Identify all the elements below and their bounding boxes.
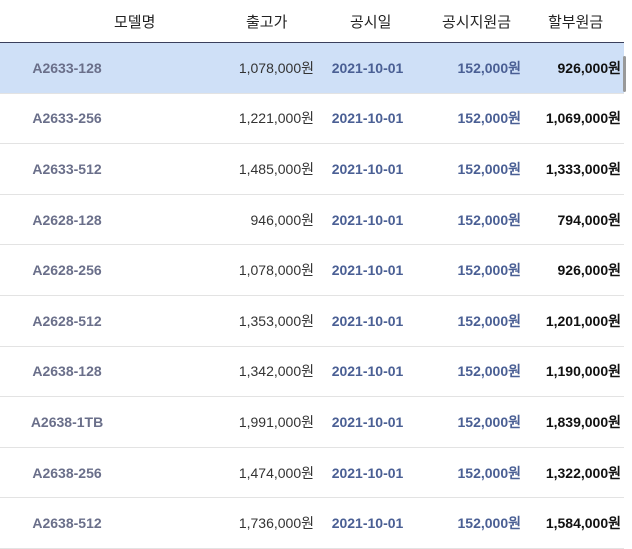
cell-price: 1,078,000원 <box>238 59 314 76</box>
table-row[interactable]: A2633-512 1,485,000원 2021-10-01 152,000원… <box>0 144 624 195</box>
cell-installment: 1,839,000원 <box>545 413 621 430</box>
cell-date: 2021-10-01 <box>331 110 404 127</box>
cell-installment: 926,000원 <box>557 59 622 76</box>
table-row[interactable]: A2628-256 1,078,000원 2021-10-01 152,000원… <box>0 245 624 296</box>
table-row[interactable]: A2633-256 1,221,000원 2021-10-01 152,000원… <box>0 94 624 145</box>
cell-model: A2638-512 <box>32 515 102 532</box>
cell-model: A2638-256 <box>32 464 102 481</box>
cell-subsidy: 152,000원 <box>457 464 522 481</box>
cell-model: A2628-512 <box>32 312 102 329</box>
cell-date: 2021-10-01 <box>331 262 404 279</box>
header-subsidy[interactable]: 공시지원금 <box>442 14 512 31</box>
cell-date: 2021-10-01 <box>331 464 404 481</box>
cell-date: 2021-10-01 <box>331 59 404 76</box>
cell-date: 2021-10-01 <box>331 160 404 177</box>
cell-model: A2638-1TB <box>30 413 104 430</box>
cell-price: 1,991,000원 <box>238 413 314 430</box>
cell-price: 1,736,000원 <box>238 515 314 532</box>
header-announce-date[interactable]: 공시일 <box>350 14 392 31</box>
cell-model: A2633-512 <box>32 160 102 177</box>
cell-model: A2633-128 <box>32 59 102 76</box>
cell-price: 1,353,000원 <box>238 312 314 329</box>
cell-model: A2638-128 <box>32 363 102 380</box>
header-model[interactable]: 모델명 <box>114 14 156 31</box>
table-row[interactable]: A2638-256 1,474,000원 2021-10-01 152,000원… <box>0 448 624 499</box>
cell-installment: 1,201,000원 <box>545 312 621 329</box>
cell-installment: 1,190,000원 <box>545 363 621 380</box>
cell-installment: 1,322,000원 <box>545 464 621 481</box>
cell-subsidy: 152,000원 <box>457 363 522 380</box>
cell-subsidy: 152,000원 <box>457 515 522 532</box>
cell-price: 1,474,000원 <box>238 464 314 481</box>
cell-date: 2021-10-01 <box>331 312 404 329</box>
cell-price: 1,221,000원 <box>238 110 314 127</box>
cell-installment: 794,000원 <box>557 211 622 228</box>
table-row[interactable]: A2638-1TB 1,991,000원 2021-10-01 152,000원… <box>0 397 624 448</box>
cell-subsidy: 152,000원 <box>457 160 522 177</box>
table-row[interactable]: A2628-512 1,353,000원 2021-10-01 152,000원… <box>0 296 624 347</box>
cell-installment: 1,584,000원 <box>545 515 621 532</box>
cell-subsidy: 152,000원 <box>457 413 522 430</box>
cell-model: A2633-256 <box>32 110 102 127</box>
cell-price: 1,342,000원 <box>238 363 314 380</box>
cell-subsidy: 152,000원 <box>457 211 522 228</box>
cell-date: 2021-10-01 <box>331 413 404 430</box>
header-release-price[interactable]: 출고가 <box>246 14 288 31</box>
table-row[interactable]: A2633-128 1,078,000원 2021-10-01 152,000원… <box>0 43 624 94</box>
cell-installment: 1,069,000원 <box>545 110 621 127</box>
cell-price: 1,078,000원 <box>238 262 314 279</box>
cell-subsidy: 152,000원 <box>457 312 522 329</box>
cell-date: 2021-10-01 <box>331 515 404 532</box>
cell-date: 2021-10-01 <box>331 211 404 228</box>
header-installment[interactable]: 할부원금 <box>548 14 604 31</box>
cell-date: 2021-10-01 <box>331 363 404 380</box>
cell-installment: 926,000원 <box>557 262 622 279</box>
table-row[interactable]: A2628-128 946,000원 2021-10-01 152,000원 7… <box>0 195 624 246</box>
vertical-scrollbar[interactable] <box>623 56 626 92</box>
table-row[interactable]: A2638-128 1,342,000원 2021-10-01 152,000원… <box>0 347 624 398</box>
cell-subsidy: 152,000원 <box>457 59 522 76</box>
cell-subsidy: 152,000원 <box>457 110 522 127</box>
cell-model: A2628-256 <box>32 262 102 279</box>
cell-installment: 1,333,000원 <box>545 160 621 177</box>
table-row[interactable]: A2638-512 1,736,000원 2021-10-01 152,000원… <box>0 498 624 549</box>
cell-price: 1,485,000원 <box>238 160 314 177</box>
cell-price: 946,000원 <box>250 211 315 228</box>
cell-subsidy: 152,000원 <box>457 262 522 279</box>
cell-model: A2628-128 <box>32 211 102 228</box>
table-header: 모델명 출고가 공시일 공시지원금 할부원금 <box>0 0 624 43</box>
